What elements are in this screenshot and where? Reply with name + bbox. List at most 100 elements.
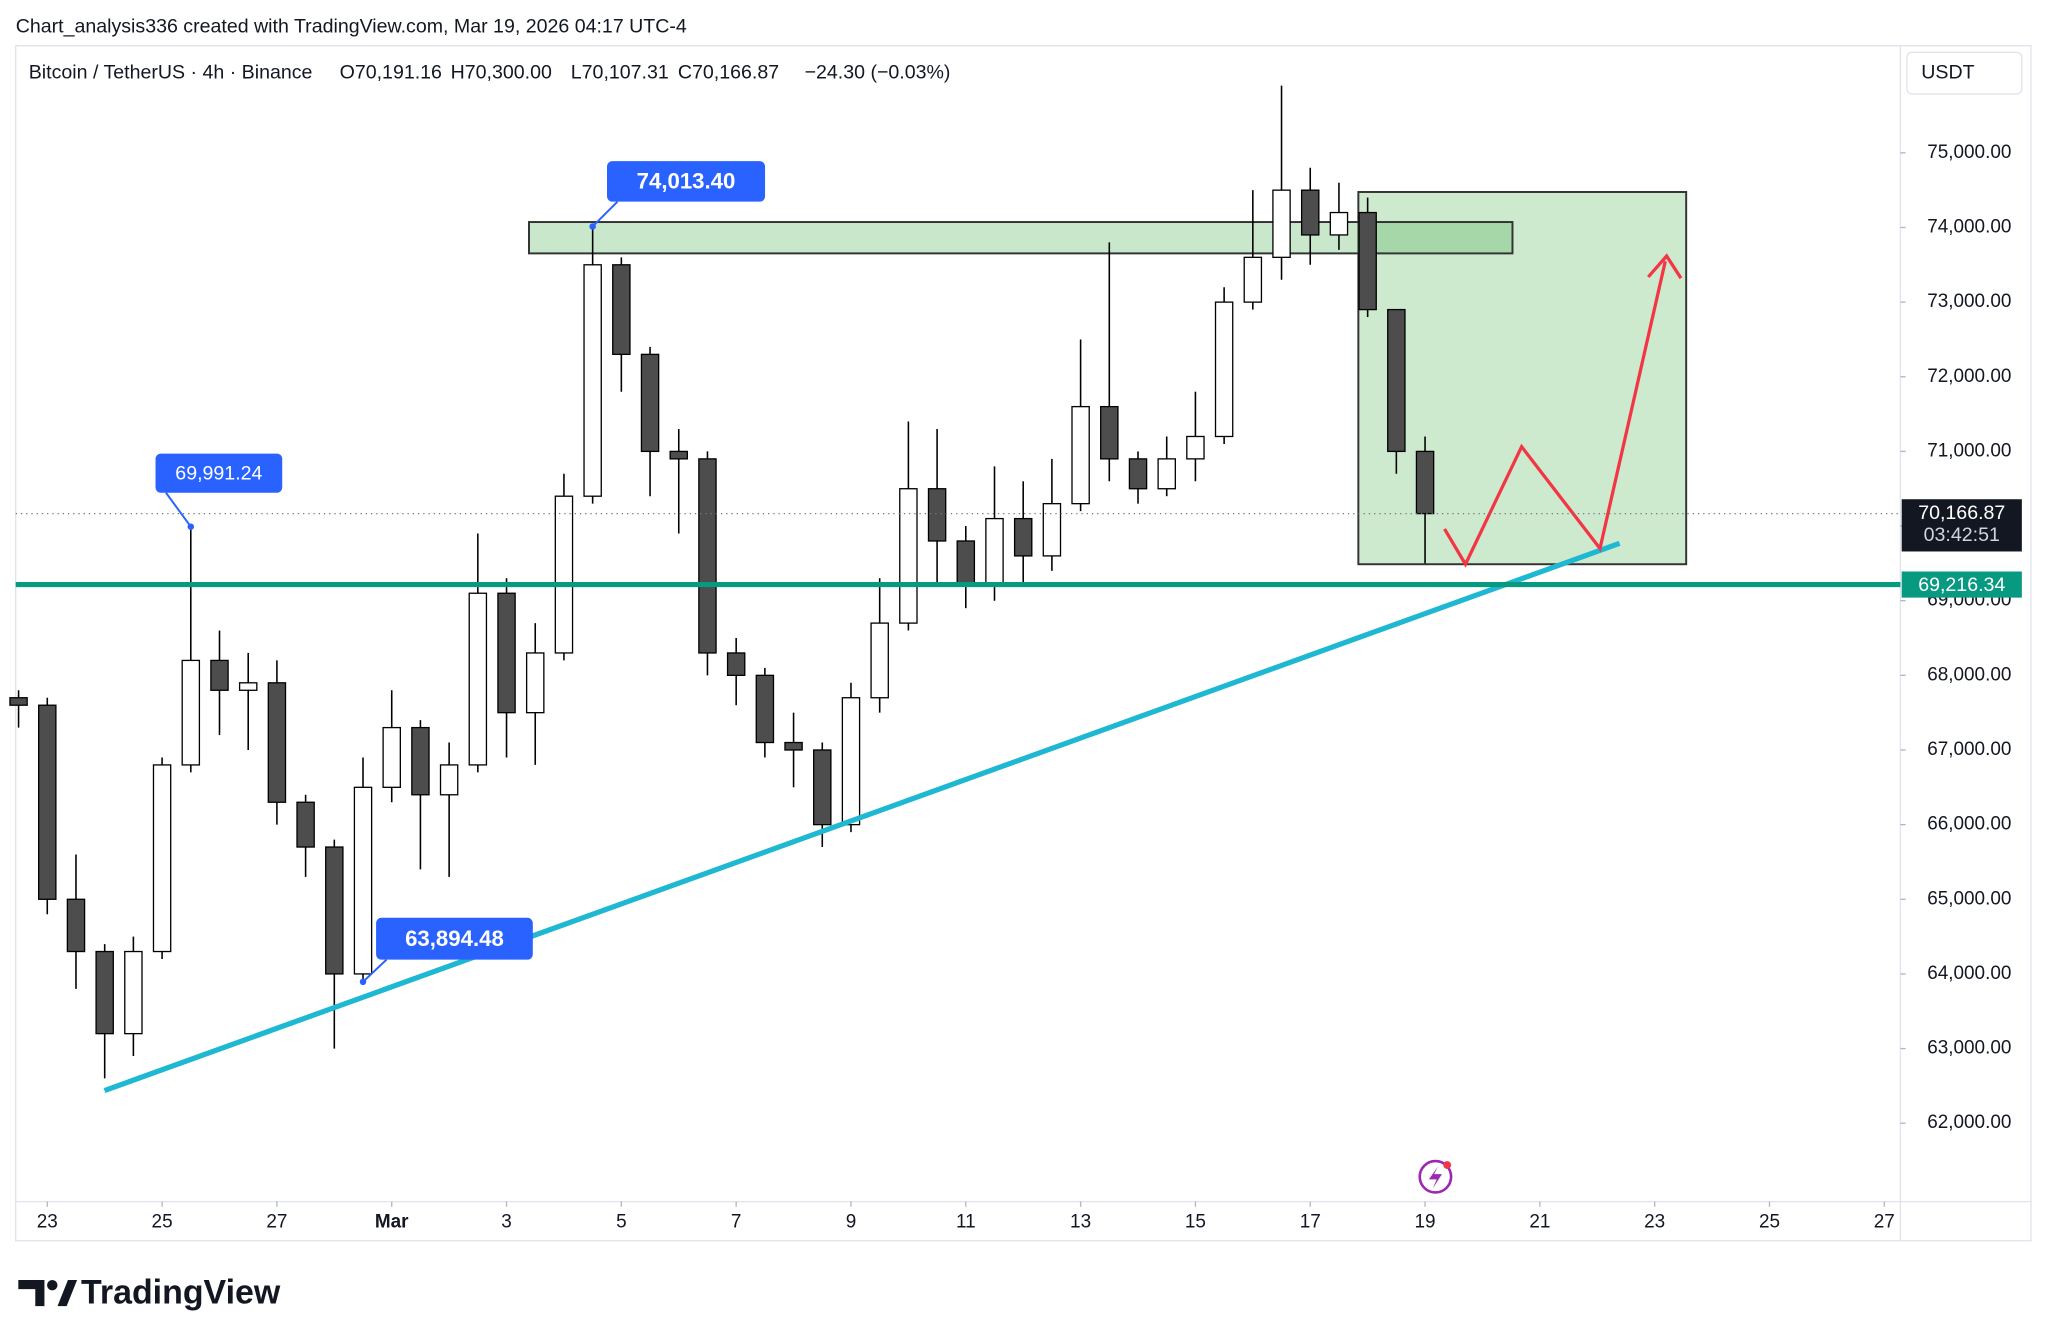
candle-body <box>784 741 803 751</box>
x-tick-label: 27 <box>1874 1211 1895 1232</box>
callout-pointer <box>165 492 192 528</box>
candle-body <box>1300 189 1320 236</box>
last-price-label: 70,166.87 <box>1918 502 2005 524</box>
candle-body <box>1329 211 1349 236</box>
x-tick-label: 7 <box>731 1211 742 1232</box>
y-tick-label: 65,000.00 <box>1927 888 2011 909</box>
candle-body <box>38 704 57 900</box>
callout-box <box>155 453 283 493</box>
brand: TradingView <box>81 1273 281 1311</box>
candle-body <box>9 697 28 706</box>
candle-body <box>66 898 86 953</box>
countdown: 03:42:51 <box>1924 524 2000 546</box>
x-tick-label: 25 <box>1759 1211 1780 1232</box>
x-tick-label: 5 <box>616 1211 627 1232</box>
y-tick-label: 72,000.00 <box>1927 366 2011 387</box>
candle-body <box>1157 458 1176 490</box>
y-tick-label: 66,000.00 <box>1927 814 2011 835</box>
candle-body <box>554 495 574 654</box>
y-tick-label: 62,000.00 <box>1927 1112 2011 1133</box>
x-tick-label: 19 <box>1415 1211 1436 1232</box>
projection-path <box>1443 260 1667 568</box>
candle-body <box>1387 308 1406 453</box>
ohlc-open: O70,191.16 <box>340 61 442 83</box>
candle-body <box>698 458 717 654</box>
candle-body <box>1042 503 1062 557</box>
x-tick-label: 15 <box>1185 1211 1206 1232</box>
candle-body <box>669 450 689 460</box>
callout-label: 74,013.40 <box>637 169 736 194</box>
candle-body <box>1128 458 1148 490</box>
callout-label: 69,991.24 <box>175 463 262 485</box>
x-tick-label: 21 <box>1529 1211 1550 1232</box>
candle-body <box>899 488 918 624</box>
candle-body <box>296 801 315 848</box>
candle-body <box>152 764 172 953</box>
logo-slash <box>57 1279 78 1307</box>
y-tick-label: 75,000.00 <box>1927 142 2011 163</box>
chart-frame <box>15 45 2032 1242</box>
candle-body <box>612 264 631 356</box>
candle-body <box>583 264 602 497</box>
y-tick-label: 63,000.00 <box>1927 1038 2011 1059</box>
x-tick-label: 27 <box>266 1211 287 1232</box>
callout-box <box>376 917 533 960</box>
candle-body <box>813 749 832 826</box>
change: −24.30 (−0.03%) <box>805 61 951 83</box>
candle-body <box>497 592 516 714</box>
drawings-over <box>103 253 1683 1194</box>
projection-arrowhead <box>1647 253 1683 280</box>
y-tick-label: 74,000.00 <box>1927 216 2011 237</box>
alert-bolt <box>1428 1166 1442 1189</box>
x-tick-label: 23 <box>37 1211 58 1232</box>
candle-body <box>956 540 976 587</box>
logo-mark <box>18 1279 45 1307</box>
candle-body <box>353 786 373 975</box>
candle-body <box>238 682 258 691</box>
x-tick-label: 13 <box>1070 1211 1091 1232</box>
candle-body <box>1214 301 1234 438</box>
callout-dot <box>187 523 195 530</box>
candle-body <box>870 622 889 699</box>
callout-dot <box>589 223 596 230</box>
y-tick-label: 73,000.00 <box>1927 291 2011 312</box>
candle-body <box>1358 211 1377 311</box>
trendline <box>103 540 1621 1094</box>
currency: USDT <box>1921 61 1974 83</box>
candle-body <box>468 592 488 766</box>
candle-body <box>841 697 861 826</box>
candle-body <box>1100 405 1119 460</box>
symbol: Bitcoin / TetherUS · 4h · Binance <box>29 61 313 83</box>
candle-body <box>439 764 459 796</box>
logo-dot <box>47 1279 58 1291</box>
candle-body <box>411 726 430 796</box>
candle-body <box>927 488 947 542</box>
x-tick-label: 3 <box>501 1211 512 1232</box>
candle-body <box>985 517 1004 587</box>
ohlc-high: H70,300.00 <box>451 61 552 83</box>
callout-label: 63,894.48 <box>405 926 504 951</box>
callout-pointer <box>362 958 388 983</box>
candle-body <box>95 950 114 1035</box>
candle-body <box>1243 256 1263 303</box>
drawings-under <box>528 191 1688 566</box>
callout-pointer <box>591 200 619 228</box>
callout-dot <box>359 978 367 986</box>
callout-box <box>607 161 766 202</box>
candle-body <box>124 950 143 1035</box>
candle-body <box>1415 450 1435 515</box>
alert-icon[interactable] <box>1418 1159 1453 1194</box>
x-tick-label: 25 <box>152 1211 173 1232</box>
y-tick-label: 64,000.00 <box>1927 963 2011 984</box>
ohlc-low: L70,107.31 <box>571 61 669 83</box>
candle-body <box>382 726 401 788</box>
last-price-box <box>1901 499 2022 552</box>
currency-button[interactable] <box>1906 51 2023 95</box>
candle-body <box>1186 435 1205 460</box>
ohlc-close: C70,166.87 <box>678 61 779 83</box>
brand-logo: TradingView <box>18 1273 281 1311</box>
x-tick-label: Mar <box>375 1211 409 1232</box>
candle-body <box>267 682 287 803</box>
